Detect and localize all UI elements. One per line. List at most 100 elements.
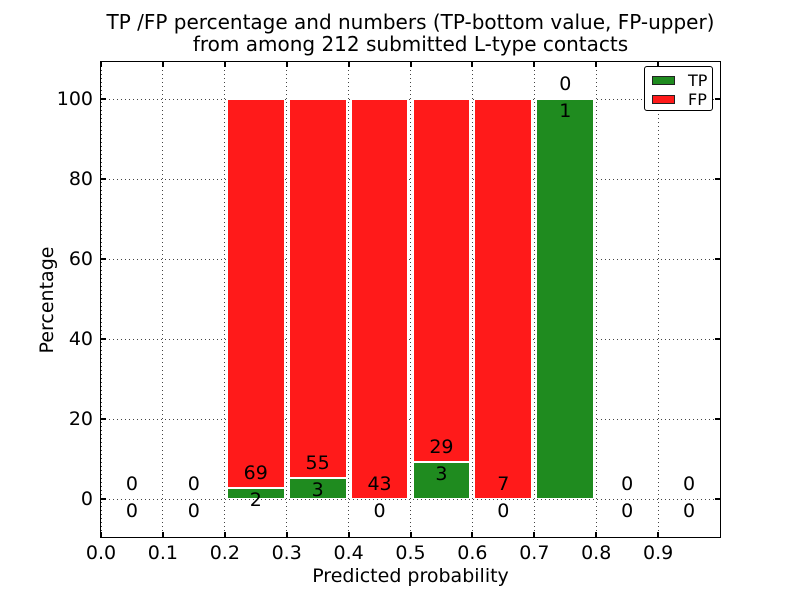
annotation-fp-count-0.8-0.9: 0	[621, 473, 634, 495]
grid-layer	[100, 62, 720, 537]
annotation-fp-count-0.4-0.5: 43	[367, 473, 392, 495]
x-tick-bottom-0.6	[471, 532, 474, 537]
fp-legend-swatch	[652, 95, 675, 104]
gridline-x-0.6	[471, 62, 473, 537]
tp-legend-label: TP	[688, 70, 708, 90]
bar-tp-0.7-0.8	[536, 99, 595, 499]
gridline-x-0.5	[410, 62, 411, 537]
tp-legend-swatch	[652, 76, 675, 85]
x-tick-top-0.7	[533, 62, 536, 67]
x-tick-bottom-0.2	[223, 532, 226, 537]
y-tick-right-60	[715, 258, 720, 260]
gridline-x-0.0	[100, 62, 102, 537]
y-tick-right-40	[715, 338, 720, 340]
gridline-x-0.7	[533, 62, 535, 537]
y-tick-right-80	[715, 178, 720, 180]
x-tick-bottom-0.4	[347, 532, 350, 537]
x-tick-label-0.1: 0.1	[147, 542, 178, 564]
gridline-y-40	[101, 338, 720, 340]
gridline-x-0.3	[286, 62, 288, 537]
annotation-fp-count-0.9-1.0: 0	[683, 473, 696, 495]
bar-fp-0.2-0.3	[226, 99, 285, 488]
annotation-tp-count-0.1-0.2: 0	[187, 500, 200, 522]
x-tick-top-0.4	[347, 62, 350, 67]
annotation-tp-count-0.4-0.5: 0	[373, 500, 386, 522]
bar-fp-0.3-0.4	[288, 99, 347, 479]
legend-entry-fp: FP	[652, 91, 712, 108]
x-tick-label-0.7: 0.7	[519, 542, 550, 564]
bar-fp-0.5-0.6	[412, 99, 471, 462]
annotation-tp-count-0.0-0.1: 0	[125, 500, 138, 522]
annotation-fp-count-0.0-0.1: 0	[125, 473, 138, 495]
gridline-x-0.1	[162, 62, 164, 537]
x-axis-label: Predicted probability	[312, 565, 509, 587]
annotation-fp-count-0.7-0.8: 0	[559, 73, 572, 95]
x-tick-top-0.5	[409, 62, 412, 67]
y-tick-label-20: 20	[68, 408, 93, 430]
bar-tp-0.3-0.4	[288, 478, 347, 499]
gridline-x-0.2	[224, 62, 226, 537]
y-tick-left-0	[101, 498, 106, 500]
annotation-fp-count-0.6-0.7: 7	[497, 473, 510, 495]
gridline-x-0.8	[595, 62, 597, 537]
annotation-fp-count-0.2-0.3: 69	[243, 461, 268, 484]
x-tick-label-0.4: 0.4	[333, 542, 364, 564]
gridline-y-0	[101, 498, 720, 500]
y-tick-left-20	[101, 418, 106, 420]
gridline-y-20	[101, 418, 720, 420]
annotation-tp-count-0.5-0.6: 3	[435, 462, 448, 485]
bar-fp-0.4-0.5	[350, 99, 409, 499]
x-tick-bottom-0.0	[100, 532, 102, 537]
x-tick-top-0.1	[161, 62, 164, 67]
annotation-tp-count-0.3-0.4: 3	[311, 479, 324, 502]
gridline-y-100	[101, 98, 720, 100]
gridline-y-60	[101, 258, 720, 260]
x-tick-top-0.8	[595, 62, 598, 67]
x-tick-bottom-0.7	[533, 532, 536, 537]
gridline-y-80	[101, 178, 720, 180]
x-tick-top-0.2	[223, 62, 226, 67]
x-tick-label-0.6: 0.6	[457, 542, 488, 564]
chart-title-line1: TP /FP percentage and numbers (TP-bottom…	[106, 10, 715, 34]
annotation-tp-count-0.2-0.3: 2	[249, 488, 262, 511]
x-tick-label-0.2: 0.2	[209, 542, 240, 564]
x-tick-bottom-0.1	[161, 532, 164, 537]
x-tick-bottom-0.5	[409, 532, 412, 537]
x-tick-top-0.3	[285, 62, 288, 67]
annotation-fp-count-0.3-0.4: 55	[305, 452, 330, 475]
bar-tp-0.5-0.6	[412, 461, 471, 499]
y-tick-left-80	[101, 178, 106, 180]
x-tick-label-0.0: 0.0	[85, 542, 117, 564]
y-tick-label-40: 40	[68, 328, 93, 350]
annotations-layer: 0 0 0 0 69 2 55 3 43 0 29 3 7 0 0 1 0 0 0 0	[101, 62, 720, 537]
fp-legend-label: FP	[688, 89, 707, 109]
annotation-fp-count-0.5-0.6: 29	[429, 435, 454, 458]
x-tick-label-0.5: 0.5	[395, 542, 426, 564]
y-tick-right-20	[715, 418, 720, 420]
x-tick-label-0.9: 0.9	[642, 542, 674, 564]
bars-layer	[101, 62, 720, 537]
legend: TP FP	[644, 66, 713, 111]
chart-title-line2: from among 212 submitted L-type contacts	[192, 32, 629, 56]
x-tick-label-0.3: 0.3	[271, 542, 302, 564]
y-tick-label-80: 80	[68, 168, 93, 190]
bar-fp-0.6-0.7	[474, 99, 533, 499]
y-tick-left-100	[101, 98, 106, 100]
x-tick-bottom-0.3	[285, 532, 288, 537]
x-tick-bottom-0.9	[657, 532, 660, 537]
y-tick-left-60	[101, 258, 106, 260]
annotation-tp-count-0.8-0.9: 0	[621, 500, 634, 522]
tick-marks-layer	[100, 62, 720, 537]
chart-title: TP /FP percentage and numbers (TP-bottom…	[101, 11, 720, 55]
x-tick-label-0.8: 0.8	[581, 542, 612, 564]
y-tick-label-60: 60	[68, 248, 93, 270]
legend-entry-tp: TP	[652, 72, 712, 89]
annotation-tp-count-0.7-0.8: 1	[559, 100, 572, 122]
y-tick-label-100: 100	[56, 88, 93, 110]
y-tick-right-0	[715, 498, 720, 500]
gridline-x-0.9	[657, 62, 659, 537]
bar-tp-0.2-0.3	[226, 487, 285, 499]
y-tick-right-100	[715, 98, 720, 100]
x-tick-top-0.9	[657, 62, 660, 67]
